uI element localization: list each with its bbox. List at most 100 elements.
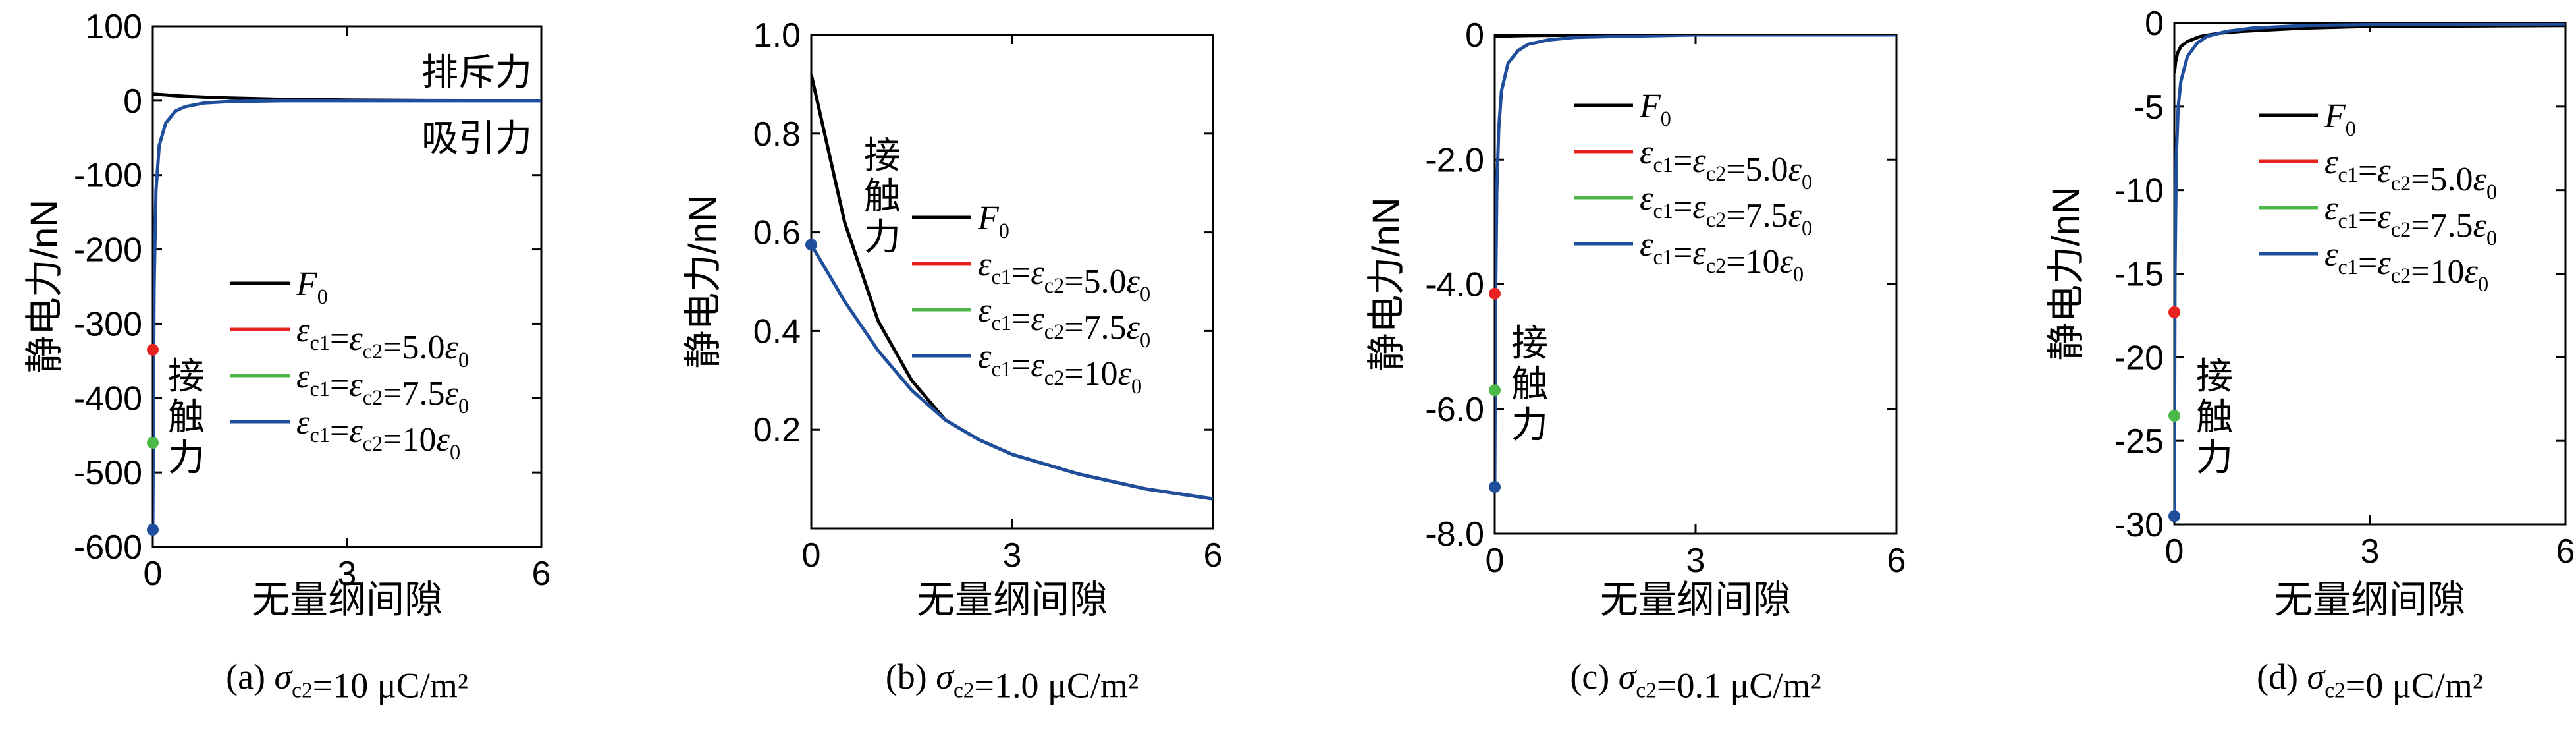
y-tick-label: -400 — [74, 380, 142, 418]
x-axis-title: 无量纲间隙 — [1600, 578, 1791, 621]
y-tick-label: -6.0 — [1425, 391, 1484, 429]
y-tick-label: -100 — [74, 157, 142, 195]
legend-label-e10: εc1=εc2=10ε0 — [2324, 236, 2488, 296]
series-line-e10 — [2174, 23, 2565, 517]
y-tick-label: 0.2 — [753, 411, 801, 449]
legend-label-e75: εc1=εc2=7.5ε0 — [1640, 180, 1812, 240]
legend-label-e5: εc1=εc2=5.0ε0 — [1640, 134, 1812, 194]
legend-label-F0: F0 — [977, 200, 1009, 242]
x-tick-label: 0 — [802, 536, 821, 575]
contact-force-label: 力 — [1511, 404, 1548, 445]
y-tick-label: -30 — [2114, 506, 2164, 544]
contact-point-e75 — [2168, 410, 2180, 422]
plot-frame — [151, 25, 543, 548]
x-tick-label: 3 — [2361, 532, 2380, 571]
contact-point-e10 — [805, 239, 817, 251]
contact-force-label: 力 — [2196, 437, 2233, 478]
y-tick-label: -600 — [74, 528, 142, 567]
x-tick-label: 0 — [2165, 532, 2184, 571]
contact-force-label: 触 — [864, 175, 901, 217]
y-axis-title: 静电力/nN — [682, 194, 724, 368]
y-tick-label: -200 — [74, 231, 142, 269]
legend-label-F0: F0 — [296, 266, 328, 308]
legend-label-e10: εc1=εc2=10ε0 — [1640, 226, 1804, 286]
legend-label-F0: F0 — [1639, 88, 1671, 130]
attractive-force-label: 吸引力 — [421, 117, 532, 159]
panel-caption: (c) σc2=0.1 μC/m² — [1570, 657, 1821, 706]
y-tick-label: -300 — [74, 305, 142, 343]
series-line-e10 — [1495, 35, 1896, 488]
y-tick-label: 0.6 — [753, 214, 801, 252]
contact-force-label: 接 — [168, 355, 205, 397]
y-tick-label: -2.0 — [1425, 141, 1484, 179]
y-tick-label: -25 — [2114, 422, 2164, 461]
panel-caption: (b) σc2=1.0 μC/m² — [886, 657, 1139, 706]
y-tick-label: -4.0 — [1425, 266, 1484, 304]
y-axis-title: 静电力/nN — [23, 200, 66, 374]
contact-point-e10 — [147, 524, 159, 536]
y-tick-label: 0.8 — [753, 115, 801, 154]
chart-panel-d: 0-5-10-15-20-25-300 3 6无量纲间隙静电力/nN接触力F0εc1… — [2045, 5, 2575, 706]
contact-force-label: 触 — [1511, 363, 1548, 405]
panel-caption: (a) σc2=10 μC/m² — [226, 657, 468, 706]
legend-label-e10: εc1=εc2=10ε0 — [296, 404, 460, 464]
contact-force-label: 力 — [864, 216, 901, 258]
legend-label-e5: εc1=εc2=5.0ε0 — [296, 312, 469, 372]
contact-point-e10 — [2168, 510, 2180, 522]
x-tick-label: 3 — [1003, 536, 1022, 575]
y-tick-label: -10 — [2114, 172, 2164, 210]
repulsive-force-label: 排斥力 — [421, 51, 532, 93]
y-tick-label: -500 — [74, 454, 142, 492]
y-tick-label: -20 — [2114, 339, 2164, 377]
x-tick-label: 6 — [1887, 542, 1906, 580]
y-tick-label: -8.0 — [1425, 515, 1484, 553]
contact-force-label: 接 — [2196, 355, 2233, 397]
x-tick-label: 6 — [532, 555, 551, 593]
plot-frame — [1493, 34, 1898, 535]
x-tick-label: 3 — [338, 555, 357, 593]
x-tick-label: 0 — [144, 555, 163, 593]
legend-label-e75: εc1=εc2=7.5ε0 — [978, 292, 1150, 352]
contact-point-e5 — [147, 343, 159, 356]
x-tick-label: 6 — [1204, 536, 1223, 575]
contact-force-label: 力 — [168, 437, 205, 478]
y-tick-label: 0.4 — [753, 312, 801, 351]
y-tick-label: 1.0 — [753, 16, 801, 55]
series-line-e10 — [811, 244, 1213, 501]
contact-point-e5 — [1489, 287, 1501, 300]
y-tick-label: 100 — [85, 8, 142, 46]
series-line-e10 — [153, 99, 541, 530]
legend-label-e10: εc1=εc2=10ε0 — [978, 338, 1142, 398]
x-tick-label: 6 — [2556, 532, 2575, 571]
contact-force-label: 触 — [168, 396, 205, 437]
contact-point-e5 — [2168, 306, 2180, 318]
x-axis-title: 无量纲间隙 — [2274, 578, 2465, 621]
y-axis-title: 静电力/nN — [2045, 186, 2087, 360]
contact-point-e75 — [1489, 384, 1501, 397]
y-tick-label: -15 — [2114, 256, 2164, 294]
series-line-F0 — [1495, 35, 1896, 38]
series-line-F0 — [2174, 24, 2565, 74]
contact-force-label: 接 — [864, 134, 901, 176]
contact-force-label: 接 — [1511, 322, 1548, 364]
legend-label-e5: εc1=εc2=5.0ε0 — [978, 246, 1150, 306]
x-tick-label: 3 — [1686, 542, 1705, 580]
legend-label-F0: F0 — [2324, 98, 2356, 140]
contact-point-e75 — [147, 437, 159, 449]
x-axis-title: 无量纲间隙 — [252, 578, 443, 621]
y-tick-label: 0 — [123, 82, 142, 121]
legend-label-e5: εc1=εc2=5.0ε0 — [2324, 144, 2497, 204]
x-tick-label: 0 — [1486, 542, 1505, 580]
y-tick-label: -5 — [2133, 88, 2164, 127]
y-tick-label: 0 — [2145, 5, 2164, 43]
x-axis-title: 无量纲间隙 — [917, 578, 1108, 621]
panel-caption: (d) σc2=0 μC/m² — [2257, 657, 2483, 706]
contact-point-e10 — [1489, 481, 1501, 493]
y-tick-label: 0 — [1465, 16, 1484, 55]
legend-label-e75: εc1=εc2=7.5ε0 — [296, 358, 469, 418]
legend-label-e75: εc1=εc2=7.5ε0 — [2324, 190, 2497, 250]
